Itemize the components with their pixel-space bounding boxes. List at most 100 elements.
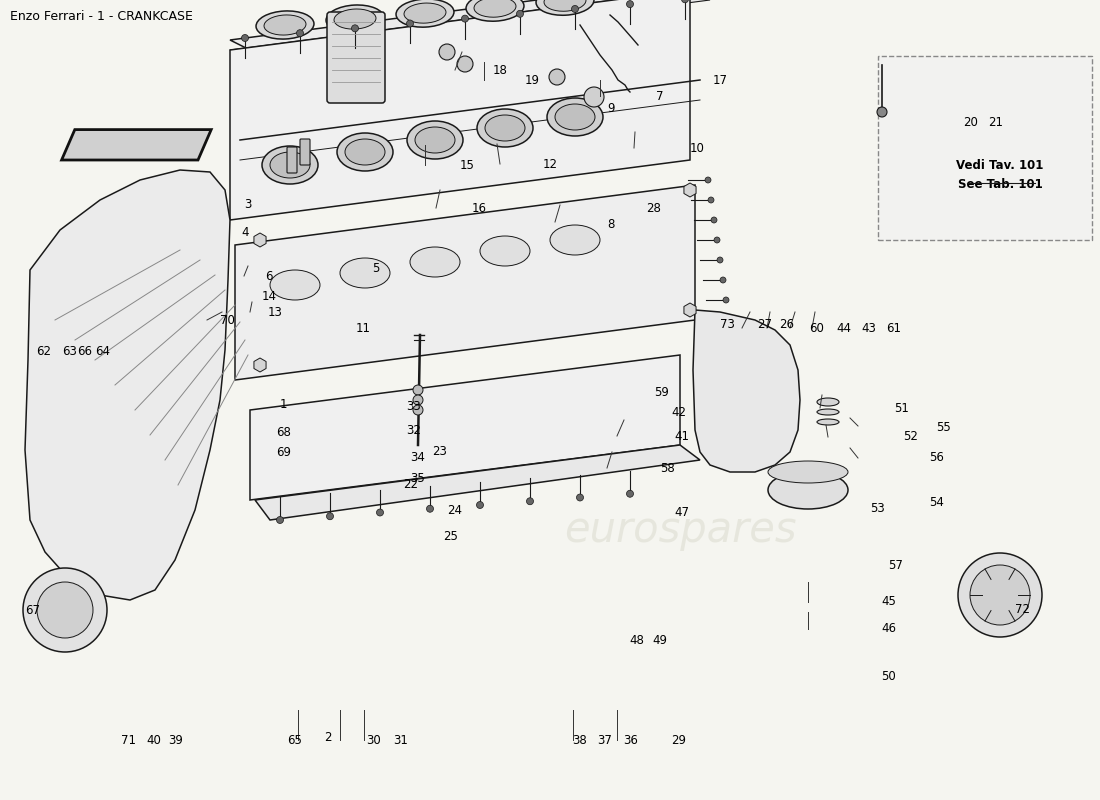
Ellipse shape [550, 225, 600, 255]
Circle shape [877, 107, 887, 117]
Circle shape [412, 385, 424, 395]
Text: 34: 34 [410, 451, 426, 464]
Text: 44: 44 [836, 322, 851, 334]
Ellipse shape [337, 133, 393, 171]
Circle shape [297, 30, 304, 37]
Text: 15: 15 [460, 159, 475, 172]
Circle shape [714, 237, 720, 243]
Text: 32: 32 [406, 424, 421, 437]
Text: 61: 61 [886, 322, 901, 334]
Ellipse shape [477, 109, 534, 147]
Ellipse shape [480, 236, 530, 266]
Polygon shape [250, 355, 680, 500]
Text: 47: 47 [674, 506, 690, 518]
Circle shape [627, 1, 634, 8]
Ellipse shape [466, 0, 524, 22]
Ellipse shape [415, 127, 455, 153]
Ellipse shape [544, 0, 586, 11]
Text: 22: 22 [403, 478, 418, 490]
Text: 23: 23 [432, 445, 448, 458]
Text: 37: 37 [597, 734, 613, 746]
Text: 8: 8 [607, 218, 614, 230]
Text: 6: 6 [265, 270, 272, 282]
Circle shape [717, 257, 723, 263]
Ellipse shape [817, 398, 839, 406]
Text: 14: 14 [262, 290, 277, 302]
Text: 67: 67 [25, 604, 41, 617]
Text: eurospares: eurospares [312, 389, 607, 441]
Ellipse shape [340, 258, 390, 288]
Circle shape [682, 0, 689, 2]
Circle shape [723, 297, 729, 303]
Circle shape [427, 506, 433, 512]
Ellipse shape [768, 471, 848, 509]
Circle shape [572, 6, 579, 13]
Circle shape [456, 56, 473, 72]
Text: 48: 48 [629, 634, 645, 646]
Polygon shape [230, 0, 710, 50]
Ellipse shape [410, 247, 460, 277]
Text: 36: 36 [623, 734, 638, 746]
Circle shape [476, 502, 484, 509]
Polygon shape [62, 130, 211, 160]
Text: 59: 59 [653, 386, 669, 398]
Circle shape [37, 582, 94, 638]
Text: 40: 40 [146, 734, 162, 746]
Ellipse shape [396, 0, 454, 27]
Polygon shape [230, 0, 690, 220]
Circle shape [462, 15, 469, 22]
FancyBboxPatch shape [878, 56, 1092, 240]
Text: 57: 57 [888, 559, 903, 572]
Circle shape [576, 494, 583, 501]
Circle shape [517, 10, 524, 18]
Text: 38: 38 [572, 734, 587, 746]
Text: 29: 29 [671, 734, 686, 746]
Text: 24: 24 [447, 504, 462, 517]
Text: 28: 28 [646, 202, 661, 214]
Polygon shape [235, 185, 695, 380]
Text: 52: 52 [903, 430, 918, 443]
Text: 63: 63 [62, 346, 77, 358]
Text: 18: 18 [493, 64, 508, 77]
Text: 1: 1 [280, 398, 287, 410]
Circle shape [527, 498, 534, 505]
Text: 5: 5 [373, 262, 380, 274]
Ellipse shape [817, 419, 839, 425]
Text: 12: 12 [542, 158, 558, 170]
Text: 10: 10 [690, 142, 705, 154]
Text: 9: 9 [607, 102, 614, 114]
Ellipse shape [547, 98, 603, 136]
FancyBboxPatch shape [287, 147, 297, 173]
Text: 42: 42 [671, 406, 686, 418]
Text: 53: 53 [870, 502, 886, 515]
Ellipse shape [334, 9, 376, 29]
Circle shape [970, 565, 1030, 625]
Text: 19: 19 [525, 74, 540, 86]
Text: 68: 68 [276, 426, 292, 438]
Ellipse shape [326, 5, 384, 33]
Circle shape [439, 44, 455, 60]
Text: 70: 70 [220, 314, 235, 326]
Text: 35: 35 [410, 472, 426, 485]
Ellipse shape [817, 409, 839, 415]
Text: 60: 60 [808, 322, 824, 334]
Text: 66: 66 [77, 346, 92, 358]
Text: 17: 17 [713, 74, 728, 86]
Ellipse shape [270, 152, 310, 178]
FancyBboxPatch shape [300, 139, 310, 165]
Text: 50: 50 [881, 670, 896, 682]
Text: 30: 30 [366, 734, 382, 746]
Text: 58: 58 [660, 462, 675, 474]
Text: 21: 21 [988, 116, 1003, 129]
Text: 2: 2 [324, 731, 331, 744]
Ellipse shape [474, 0, 516, 17]
Circle shape [627, 490, 634, 498]
Text: Vedi Tav. 101
See Tab. 101: Vedi Tav. 101 See Tab. 101 [956, 159, 1044, 191]
Text: 33: 33 [406, 400, 421, 413]
Text: 65: 65 [287, 734, 303, 746]
Text: 64: 64 [95, 346, 110, 358]
Ellipse shape [404, 3, 446, 23]
Ellipse shape [556, 104, 595, 130]
Text: 31: 31 [393, 734, 408, 746]
Ellipse shape [407, 121, 463, 159]
